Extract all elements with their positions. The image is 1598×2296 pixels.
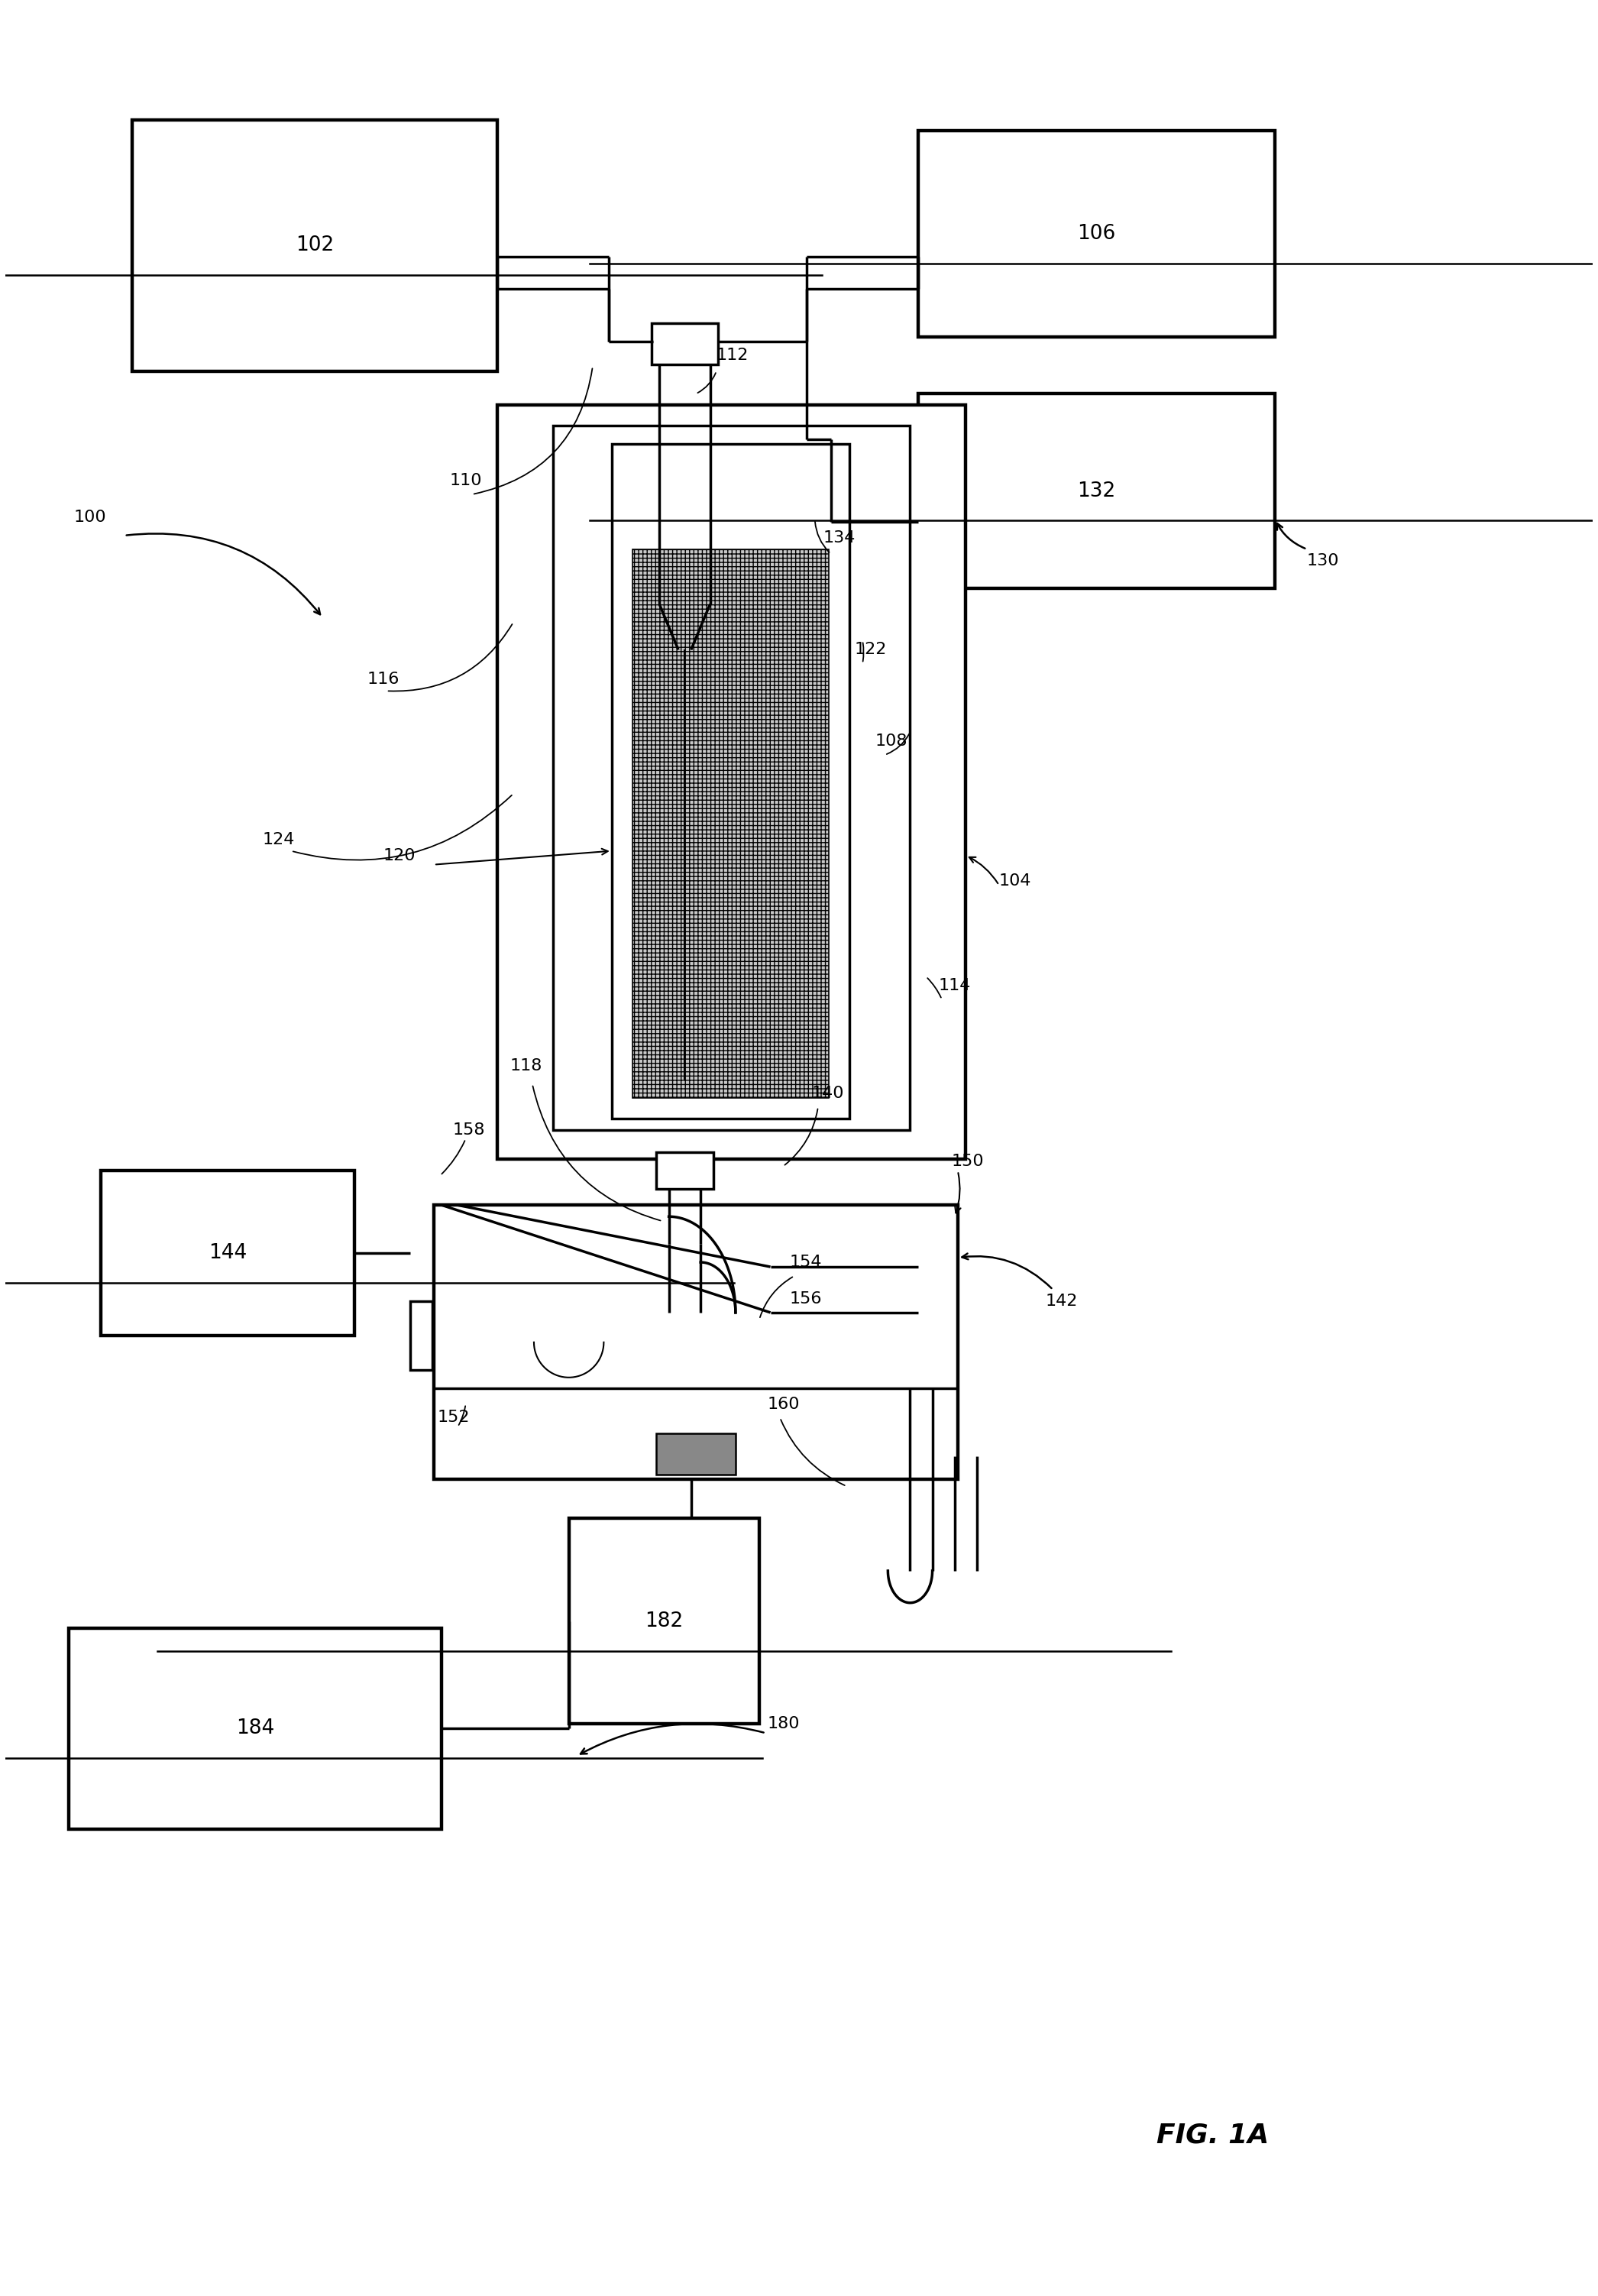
Text: 124: 124 [262,831,294,847]
Text: 158: 158 [452,1123,486,1137]
Text: 120: 120 [384,847,415,863]
Text: 144: 144 [208,1242,246,1263]
Bar [411,1302,433,1371]
Bar [652,324,718,365]
Bar [657,1153,713,1189]
Text: 110: 110 [449,473,483,489]
Bar [553,425,911,1130]
Bar [133,119,497,372]
Text: 154: 154 [789,1254,821,1270]
Bar [919,131,1275,338]
Text: 112: 112 [716,347,749,363]
Text: 130: 130 [1307,553,1339,569]
Text: 150: 150 [951,1155,984,1169]
Text: 116: 116 [368,673,400,687]
Text: 114: 114 [938,978,972,994]
Bar [101,1171,355,1336]
Bar [497,406,965,1159]
Text: 132: 132 [1077,482,1115,501]
Bar [633,549,829,1097]
Text: 184: 184 [237,1717,275,1738]
Bar [919,395,1275,588]
Text: 104: 104 [999,872,1031,889]
Text: 134: 134 [823,530,855,546]
Text: 140: 140 [812,1086,844,1100]
Text: 180: 180 [767,1717,799,1731]
Text: 152: 152 [438,1410,470,1426]
Text: 122: 122 [855,643,887,657]
Text: 100: 100 [74,510,105,526]
Text: 108: 108 [876,732,908,748]
Text: FIG. 1A: FIG. 1A [1157,2122,1269,2149]
Bar [569,1518,759,1724]
Text: 156: 156 [789,1290,821,1306]
Bar [69,1628,441,1830]
Text: 102: 102 [296,234,334,255]
Text: 142: 142 [1045,1293,1077,1309]
Text: 182: 182 [646,1612,684,1630]
Bar [435,1205,957,1479]
Text: 118: 118 [510,1058,542,1072]
Text: 160: 160 [767,1396,799,1412]
Bar [657,1433,735,1474]
Bar [612,443,850,1118]
Text: 106: 106 [1077,225,1115,243]
